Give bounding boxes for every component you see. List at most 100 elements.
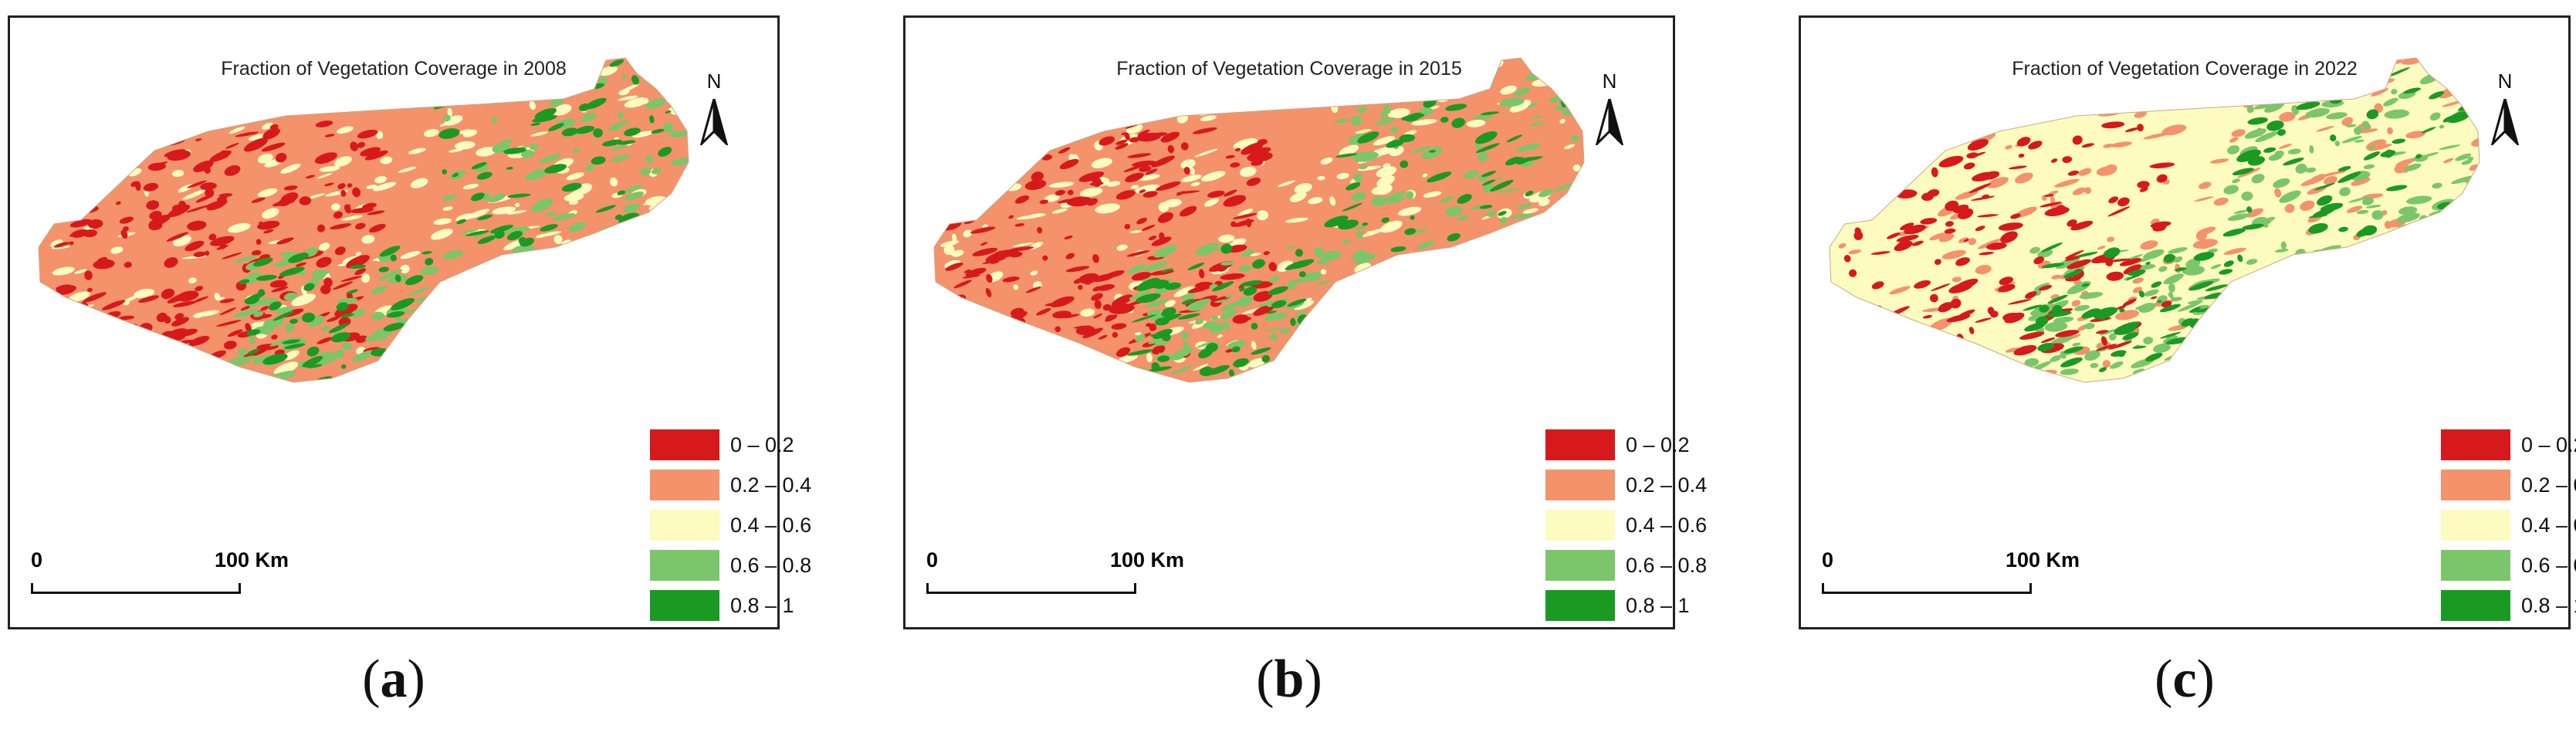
coverage-patch (218, 297, 225, 300)
coverage-patch (334, 304, 358, 317)
coverage-patch (1152, 345, 1166, 354)
coverage-patch (2096, 330, 2109, 334)
coverage-patch (678, 269, 689, 280)
coverage-patch (963, 229, 973, 238)
coverage-patch (140, 130, 155, 140)
coverage-patch (1164, 282, 1182, 290)
coverage-patch (1042, 133, 1061, 142)
coverage-patch (2350, 305, 2371, 310)
legend-item: 0.4 – 0.6 (1545, 505, 1707, 545)
coverage-patch (2236, 295, 2246, 303)
coverage-patch (462, 129, 478, 137)
coverage-patch (1037, 226, 1043, 234)
coverage-patch (1339, 144, 1359, 157)
coverage-patch (1525, 253, 1547, 262)
coverage-patch (378, 336, 388, 341)
coverage-patch (1054, 326, 1061, 333)
coverage-patch (595, 205, 616, 213)
coverage-patch (638, 299, 660, 308)
coverage-patch (151, 341, 170, 351)
coverage-patch (2053, 100, 2073, 112)
coverage-patch (1542, 272, 1554, 282)
coverage-patch (1839, 328, 1851, 336)
coverage-patch (164, 256, 178, 268)
coverage-patch (679, 219, 689, 229)
coverage-patch (543, 272, 567, 283)
coverage-patch (2117, 197, 2130, 207)
coverage-patch (1354, 253, 1376, 265)
coverage-patch (1324, 324, 1333, 330)
coverage-patch (288, 253, 309, 263)
coverage-patch (1349, 84, 1370, 94)
coverage-patch (1961, 85, 1979, 92)
coverage-patch (1231, 346, 1241, 353)
legend-label: 0.2 – 0.4 (2521, 473, 2576, 497)
coverage-patch (1975, 226, 1985, 232)
coverage-patch (1161, 268, 1173, 273)
coverage-patch (1298, 271, 1306, 278)
coverage-patch (412, 361, 432, 371)
coverage-patch (2365, 324, 2380, 333)
coverage-patch (2174, 256, 2183, 263)
coverage-patch (2283, 158, 2304, 166)
coverage-patch (1451, 117, 1465, 128)
coverage-patch (378, 266, 390, 273)
coverage-patch (138, 295, 160, 303)
coverage-patch (651, 168, 662, 175)
coverage-patch (561, 127, 578, 137)
coverage-patch (301, 312, 316, 323)
coverage-patch (1848, 308, 1860, 314)
coverage-patch (1546, 216, 1559, 221)
coverage-patch (1410, 293, 1433, 302)
coverage-patch (2471, 137, 2480, 147)
coverage-patch (531, 198, 553, 212)
coverage-patch (1111, 294, 1133, 307)
coverage-patch (81, 137, 96, 148)
coverage-patch (1975, 264, 1992, 275)
coverage-patch (1958, 237, 1969, 243)
coverage-patch (532, 115, 557, 123)
legend-swatch (650, 590, 719, 621)
coverage-patch (2107, 236, 2115, 243)
coverage-patch (2305, 112, 2312, 118)
map-panel-b: Fraction of Vegetation Coverage in 2015 … (903, 15, 1707, 629)
coverage-patch (1263, 251, 1270, 256)
coverage-patch (1116, 347, 1131, 358)
coverage-patch (1373, 136, 1396, 146)
coverage-patch (1190, 181, 1200, 187)
coverage-patch (1245, 218, 1252, 228)
coverage-patch (2384, 220, 2392, 229)
coverage-patch (1153, 245, 1178, 258)
coverage-patch (999, 339, 1023, 351)
coverage-patch (316, 224, 326, 232)
coverage-patch (2297, 348, 2314, 358)
coverage-patch (1918, 128, 1924, 133)
coverage-patch (357, 141, 366, 148)
coverage-patch (514, 317, 523, 327)
coverage-patch (2356, 209, 2369, 215)
coverage-patch (1430, 94, 1457, 99)
coverage-patch (1894, 240, 1913, 252)
coverage-patch (1439, 195, 1454, 203)
coverage-patch (1192, 127, 1217, 134)
coverage-patch (2334, 141, 2341, 147)
coverage-patch (2093, 82, 2114, 92)
coverage-patch (2123, 264, 2142, 275)
coverage-patch (2185, 341, 2198, 348)
coverage-patch (1522, 208, 1538, 214)
coverage-patch (658, 147, 672, 157)
coverage-patch (2144, 352, 2163, 361)
coverage-patch (945, 323, 961, 331)
coverage-patch (187, 220, 207, 231)
legend-label: 0.8 – 1 (1626, 593, 1690, 617)
coverage-patch (1475, 143, 1500, 153)
coverage-patch (1304, 272, 1322, 281)
coverage-patch (614, 346, 635, 350)
coverage-patch (618, 95, 638, 101)
coverage-patch (657, 239, 675, 248)
coverage-patch (1151, 361, 1160, 372)
coverage-patch (2463, 214, 2470, 222)
coverage-patch (1082, 327, 1103, 339)
coverage-patch (1290, 317, 1296, 327)
coverage-patch (421, 354, 429, 358)
